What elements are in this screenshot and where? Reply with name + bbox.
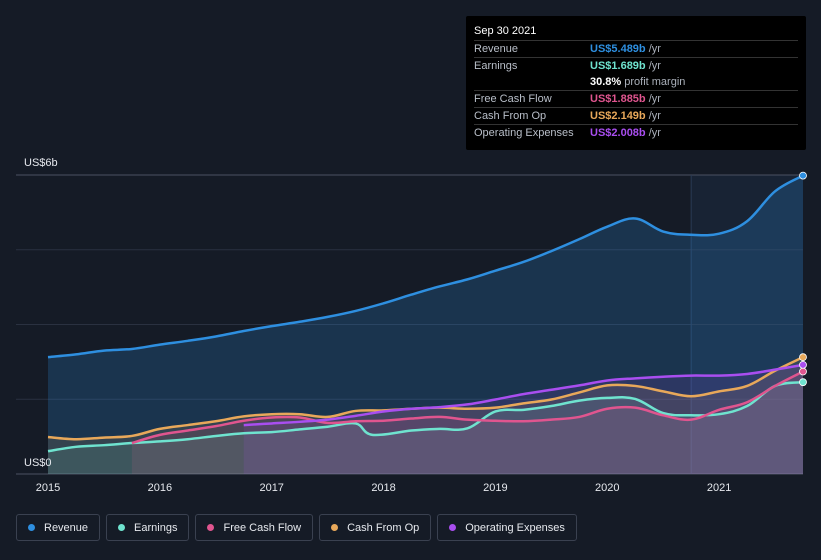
tooltip-row-value: US$2.149b — [590, 110, 646, 122]
legend-dot-icon — [207, 524, 215, 531]
legend-item-operating-expenses[interactable]: Operating Expenses — [437, 514, 577, 541]
legend-dot-icon — [331, 524, 339, 531]
legend-label: Free Cash Flow — [223, 521, 302, 534]
free-cash-flow-end-dot — [799, 367, 807, 376]
cash-from-op-end-dot — [799, 353, 807, 362]
tooltip-row-value: US$1.885b — [590, 93, 646, 105]
legend-item-earnings[interactable]: Earnings — [106, 514, 190, 541]
tooltip-row-label: Earnings — [474, 60, 518, 72]
legend-dot-icon — [28, 524, 35, 531]
operating-expenses-end-dot — [799, 360, 807, 369]
operating-expenses-line — [243, 363, 804, 427]
legend: Revenue Earnings Free Cash Flow Cash From O… — [16, 514, 577, 541]
cash-from-op-area — [48, 357, 803, 474]
tooltip-row-label: Operating Expenses — [474, 127, 574, 139]
tooltip-row-unit: /yr — [645, 93, 661, 105]
earnings-end-dot — [799, 378, 807, 387]
legend-item-free-cash-flow[interactable]: Free Cash Flow — [195, 514, 314, 541]
x-tick-label: 2015 — [36, 482, 60, 494]
tooltip-row-value: US$5.489b — [590, 43, 646, 55]
tooltip-row-unit: /yr — [645, 60, 661, 72]
x-tick-label: 2016 — [148, 482, 172, 494]
free-cash-flow-line — [131, 370, 804, 445]
tooltip-row-label: Cash From Op — [474, 110, 547, 122]
y-tick-label: US$0 — [24, 457, 52, 469]
legend-label: Operating Expenses — [465, 521, 565, 534]
legend-label: Cash From Op — [347, 521, 420, 534]
tooltip-row: Free Cash Flow US$1.885b /yr — [474, 90, 798, 107]
tooltip-row-unit: /yr — [645, 43, 661, 55]
grid-lines — [16, 174, 803, 475]
tooltip-row: Operating Expenses US$2.008b /yr — [474, 124, 798, 141]
tooltip-panel: Sep 30 2021 Revenue US$5.489b /yr Earnings… — [466, 16, 806, 150]
tooltip-row-unit: /yr — [645, 127, 661, 139]
tooltip-row-value: US$1.689b — [590, 60, 646, 72]
legend-item-cash-from-op[interactable]: Cash From Op — [319, 514, 432, 541]
x-tick-label: 2019 — [483, 482, 507, 494]
revenue-area — [48, 175, 803, 474]
earnings-line — [47, 380, 804, 453]
x-tick-label: 2021 — [707, 482, 731, 494]
axis-labels: US$6b US$0 2015 2016 2017 2018 2019 2020 2021 — [24, 157, 731, 494]
revenue-line — [47, 174, 804, 359]
tooltip-row: Earnings US$1.689b /yr — [474, 57, 798, 74]
tooltip-row-label: Free Cash Flow — [474, 93, 552, 105]
revenue-end-dot — [799, 171, 807, 180]
series-areas — [48, 175, 804, 474]
tooltip-date: Sep 30 2021 — [474, 25, 537, 37]
earnings-area — [48, 382, 803, 474]
legend-dot-icon — [118, 524, 126, 531]
chart-plot: US$6b US$0 2015 2016 2017 2018 2019 2020 2021 — [16, 157, 807, 494]
free-cash-flow-area — [131, 371, 803, 474]
tooltip-row-value: US$2.008b — [590, 127, 646, 139]
end-markers — [799, 171, 807, 387]
tooltip-row-value: 30.8% — [590, 76, 622, 88]
legend-item-revenue[interactable]: Revenue — [16, 514, 101, 541]
y-tick-label: US$6b — [24, 157, 58, 169]
x-tick-label: 2017 — [259, 482, 283, 494]
tooltip-row: 30.8% profit margin — [474, 74, 798, 90]
legend-label: Earnings — [134, 521, 178, 534]
tooltip-row-label — [474, 74, 590, 90]
x-tick-label: 2020 — [595, 482, 619, 494]
tooltip-row-unit: /yr — [645, 110, 661, 122]
x-tick-label: 2018 — [371, 482, 395, 494]
legend-dot-icon — [449, 524, 457, 531]
tooltip-row: Cash From Op US$2.149b /yr — [474, 107, 798, 124]
tooltip-row: Revenue US$5.489b /yr — [474, 40, 798, 57]
tooltip-row-unit: profit margin — [621, 76, 686, 88]
legend-label: Revenue — [44, 521, 89, 534]
series-lines — [47, 174, 804, 453]
tooltip-row-label: Revenue — [474, 43, 519, 55]
